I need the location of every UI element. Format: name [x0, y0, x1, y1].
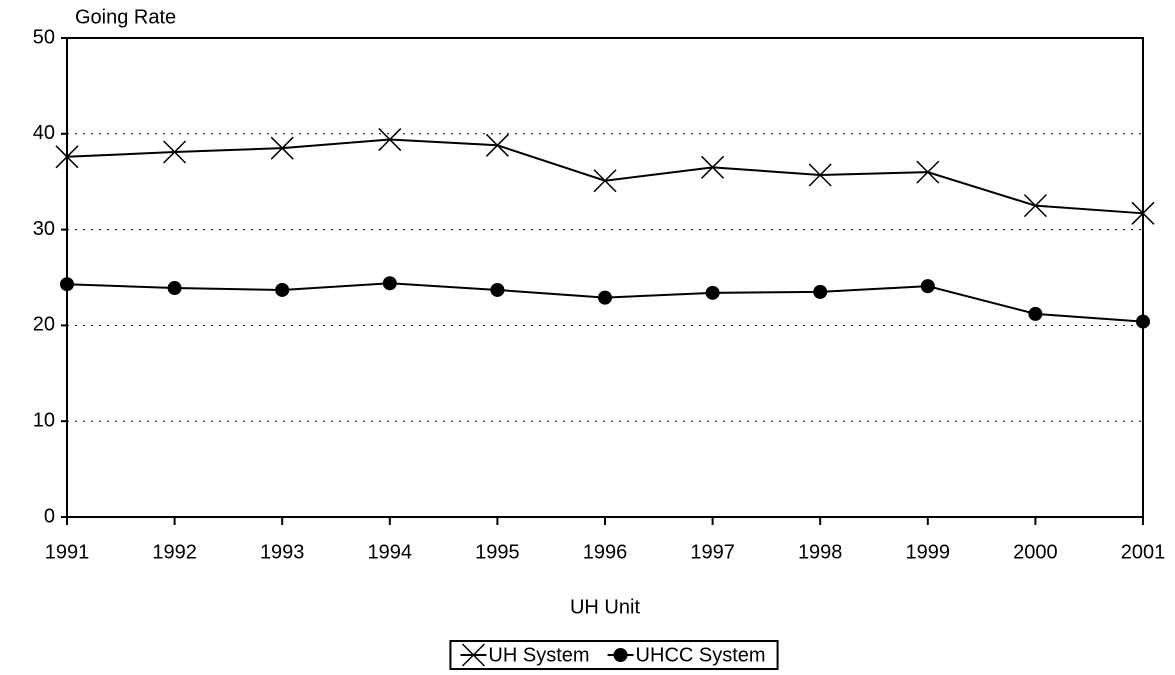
- x-axis-title: UH Unit: [570, 596, 640, 618]
- marker-stroke: [270, 136, 294, 160]
- legend-box: [449, 640, 779, 670]
- marker-x: [55, 145, 79, 169]
- marker-x: [485, 133, 509, 157]
- marker-x: [593, 169, 617, 193]
- marker-stroke: [163, 140, 187, 164]
- marker-x: [1131, 201, 1155, 225]
- x-tick-label: 1992: [152, 541, 197, 563]
- marker-dot: [382, 276, 397, 291]
- x-tick-label: 1993: [260, 541, 305, 563]
- y-tick-label: 30: [33, 218, 55, 240]
- y-tick-label: 50: [33, 26, 55, 48]
- x-tick-label: 1996: [583, 541, 628, 563]
- marker-dot: [598, 290, 612, 305]
- marker-x: [163, 140, 187, 164]
- marker-dot: [167, 281, 182, 296]
- marker-dot: [490, 282, 505, 297]
- plot-frame: [66, 37, 1144, 518]
- marker-stroke: [916, 160, 940, 184]
- marker-x: [1023, 194, 1047, 218]
- marker-stroke: [701, 155, 725, 179]
- x-tick-label: 1995: [475, 541, 520, 563]
- marker-dot: [813, 284, 828, 299]
- series-line: [66, 138, 1144, 215]
- marker-stroke: [378, 128, 402, 152]
- y-tick-label: 20: [33, 314, 55, 336]
- marker-stroke: [808, 163, 832, 187]
- x-tick-label: 1998: [798, 541, 843, 563]
- y-axis-title: Going Rate: [75, 6, 176, 28]
- marker-dot: [60, 277, 74, 292]
- marker-dot: [275, 282, 290, 297]
- marker-stroke: [1023, 194, 1047, 218]
- marker-stroke: [1131, 201, 1155, 225]
- y-tick-label: 10: [33, 409, 55, 431]
- legend-label: UHCC System: [636, 644, 766, 666]
- marker-stroke: [55, 145, 79, 169]
- x-tick-label: 2000: [1013, 541, 1058, 563]
- y-tick-label: 40: [33, 122, 55, 144]
- marker-x: [701, 155, 725, 179]
- y-tick-label: 0: [44, 505, 55, 527]
- legend-label: UH System: [488, 644, 589, 666]
- marker-dot: [1136, 314, 1150, 329]
- x-tick-label: 1999: [906, 541, 951, 563]
- marker-stroke: [485, 133, 509, 157]
- x-tick-label: 1997: [690, 541, 735, 563]
- legend: UH System UHCC System: [449, 640, 779, 670]
- marker-x: [378, 128, 402, 152]
- marker-dot: [1028, 306, 1043, 321]
- marker-x: [461, 643, 485, 667]
- marker-dot: [613, 648, 628, 662]
- marker-x: [808, 163, 832, 187]
- marker-dot: [705, 285, 720, 300]
- marker-x: [916, 160, 940, 184]
- marker-stroke: [593, 169, 617, 193]
- marker-dot: [920, 279, 935, 294]
- x-tick-label: 1994: [368, 541, 413, 563]
- x-tick-label: 2001: [1121, 541, 1166, 563]
- marker-x: [270, 136, 294, 160]
- x-tick-label: 1991: [45, 541, 90, 563]
